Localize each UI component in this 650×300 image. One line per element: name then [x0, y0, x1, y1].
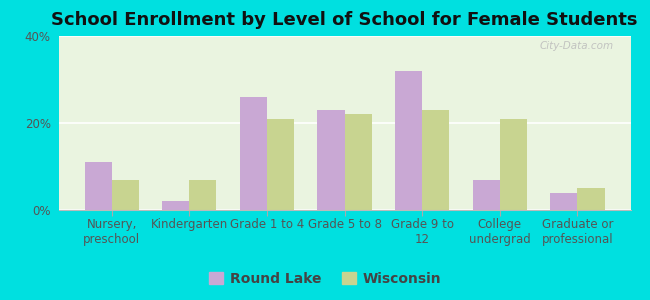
Bar: [577, 188, 605, 210]
Bar: [267, 119, 294, 210]
Bar: [317, 110, 344, 210]
Legend: Round Lake, Wisconsin: Round Lake, Wisconsin: [205, 268, 445, 290]
Bar: [189, 179, 216, 210]
Bar: [422, 110, 449, 210]
Bar: [473, 179, 500, 210]
Bar: [550, 193, 577, 210]
Text: City-Data.com: City-Data.com: [540, 41, 614, 51]
Bar: [395, 71, 422, 210]
Bar: [240, 97, 267, 210]
Bar: [112, 179, 139, 210]
Title: School Enrollment by Level of School for Female Students: School Enrollment by Level of School for…: [51, 11, 638, 29]
Bar: [500, 119, 527, 210]
Bar: [84, 162, 112, 210]
Bar: [162, 201, 189, 210]
Bar: [344, 114, 372, 210]
